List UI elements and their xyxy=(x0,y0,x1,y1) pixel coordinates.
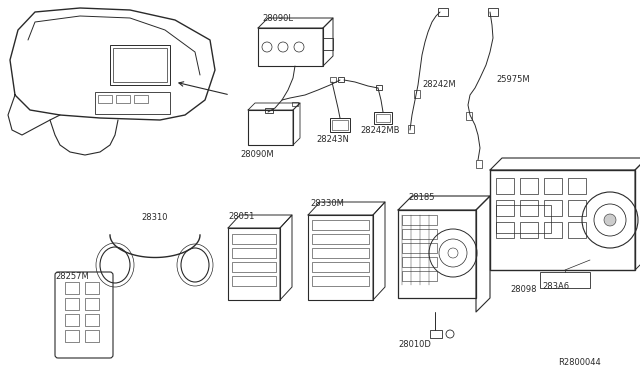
Bar xyxy=(376,85,382,90)
Bar xyxy=(402,229,437,239)
Bar xyxy=(414,90,420,98)
Text: 28185: 28185 xyxy=(408,193,435,202)
Bar xyxy=(376,114,390,122)
Bar xyxy=(520,200,538,216)
Bar xyxy=(540,272,590,288)
Bar xyxy=(85,298,99,310)
Bar xyxy=(85,330,99,342)
Bar xyxy=(544,222,562,238)
Bar xyxy=(430,330,442,338)
Bar xyxy=(312,276,369,286)
Bar xyxy=(308,215,373,300)
Text: 28090M: 28090M xyxy=(240,150,274,159)
Bar xyxy=(134,95,148,103)
Bar xyxy=(438,8,448,16)
Bar xyxy=(490,170,635,270)
Bar xyxy=(98,95,112,103)
Bar xyxy=(312,248,369,258)
Text: 28330M: 28330M xyxy=(310,199,344,208)
Text: 28090L: 28090L xyxy=(262,14,293,23)
Bar xyxy=(265,108,273,113)
Bar xyxy=(323,38,333,50)
Bar xyxy=(110,45,170,85)
Bar xyxy=(398,210,476,298)
Bar xyxy=(496,200,514,216)
Bar xyxy=(402,271,437,281)
Bar xyxy=(116,95,130,103)
Bar xyxy=(65,282,79,294)
Bar xyxy=(374,112,392,124)
Bar xyxy=(402,257,437,267)
Bar xyxy=(568,200,586,216)
Bar xyxy=(232,276,276,286)
Bar xyxy=(496,222,514,238)
Text: 28242M: 28242M xyxy=(422,80,456,89)
Circle shape xyxy=(604,214,616,226)
Bar xyxy=(476,160,482,168)
Text: 28257M: 28257M xyxy=(55,272,89,281)
Bar xyxy=(85,282,99,294)
Bar xyxy=(258,28,323,66)
Bar xyxy=(544,178,562,194)
Text: 28010D: 28010D xyxy=(398,340,431,349)
Text: 28310: 28310 xyxy=(141,213,168,222)
Bar xyxy=(65,330,79,342)
Bar xyxy=(65,298,79,310)
Bar xyxy=(113,48,167,82)
Bar xyxy=(568,222,586,238)
Text: 28098: 28098 xyxy=(510,285,536,294)
Bar xyxy=(292,102,298,106)
Bar xyxy=(312,220,369,230)
Bar xyxy=(544,200,562,216)
Bar xyxy=(232,248,276,258)
Bar xyxy=(228,228,280,300)
Bar xyxy=(248,110,293,145)
Text: 28243N: 28243N xyxy=(316,135,349,144)
Bar xyxy=(408,125,414,133)
Bar xyxy=(496,178,514,194)
Bar xyxy=(65,314,79,326)
Bar xyxy=(232,234,276,244)
Bar xyxy=(85,314,99,326)
Bar xyxy=(332,120,348,130)
Bar xyxy=(312,262,369,272)
Bar xyxy=(568,178,586,194)
Bar xyxy=(520,178,538,194)
Bar xyxy=(338,77,344,82)
Bar xyxy=(330,118,350,132)
Text: R2800044: R2800044 xyxy=(558,358,601,367)
Text: 25975M: 25975M xyxy=(496,75,530,84)
Bar xyxy=(402,215,437,225)
Bar xyxy=(520,222,538,238)
Text: 28051: 28051 xyxy=(228,212,254,221)
Bar xyxy=(232,262,276,272)
Bar xyxy=(402,243,437,253)
Bar xyxy=(330,77,336,82)
Bar xyxy=(95,92,170,114)
Text: 283A6: 283A6 xyxy=(542,282,569,291)
Bar xyxy=(466,112,472,120)
Text: 28242MB: 28242MB xyxy=(360,126,399,135)
Bar xyxy=(488,8,498,16)
Bar xyxy=(496,205,551,233)
Bar xyxy=(312,234,369,244)
